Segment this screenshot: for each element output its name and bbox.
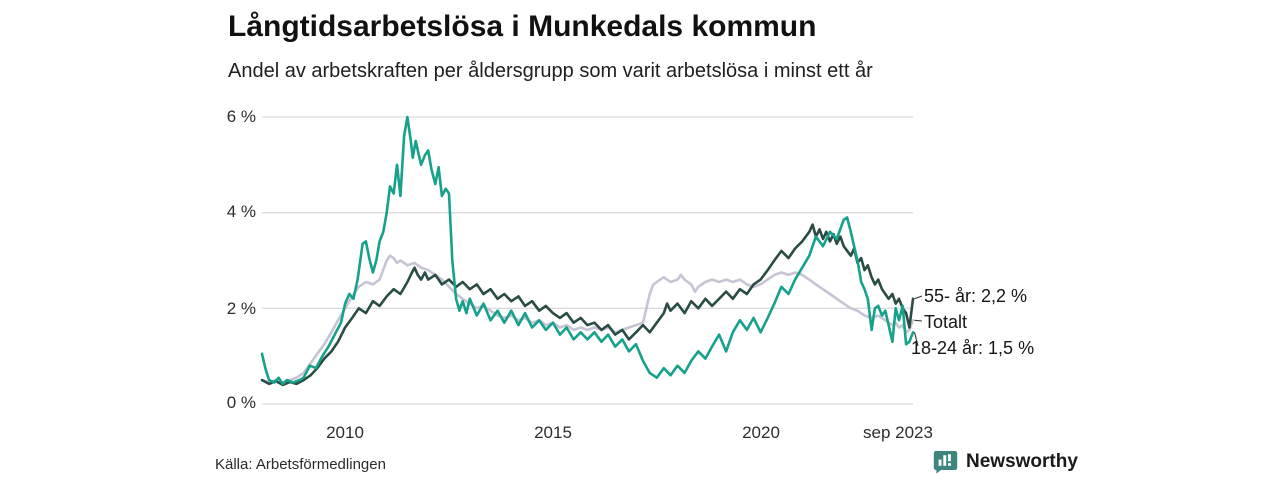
y-axis-tick-2: 2 %: [226, 299, 256, 318]
chart-subtitle: Andel av arbetskraften per åldersgrupp s…: [228, 60, 873, 82]
series-label-18-24-ar: 18-24 år: 1,5 %: [911, 338, 1035, 358]
series-label-55-ar: 55- år: 2,2 %: [924, 286, 1028, 306]
label-connector-0: [914, 295, 923, 300]
x-axis-tick-sep-2023: sep 2023: [863, 423, 933, 442]
y-axis-tick-4: 4 %: [226, 202, 256, 221]
x-axis-tick-2020: 2020: [742, 423, 780, 442]
series-line-Totalt: [260, 254, 915, 384]
series-line-55-år: [260, 223, 915, 387]
newsworthy-logo-icon: [933, 451, 958, 474]
source-caption: Källa: Arbetsförmedlingen: [215, 456, 386, 473]
series-line-18-24år: [260, 115, 915, 386]
x-axis-tick-2015: 2015: [534, 423, 572, 442]
y-axis-tick-6: 6 %: [226, 107, 256, 126]
label-connector-1: [914, 319, 923, 322]
y-axis-tick-0: 0 %: [226, 393, 256, 412]
newsworthy-logo-text: Newsworthy: [966, 451, 1078, 472]
x-axis-tick-2010: 2010: [326, 423, 364, 442]
label-connector-2: [913, 332, 919, 347]
newsworthy-logo: Newsworthy: [933, 450, 1078, 474]
series-label-totalt: Totalt: [924, 312, 968, 332]
chart-title: Långtidsarbetslösa i Munkedals kommun: [228, 10, 817, 43]
